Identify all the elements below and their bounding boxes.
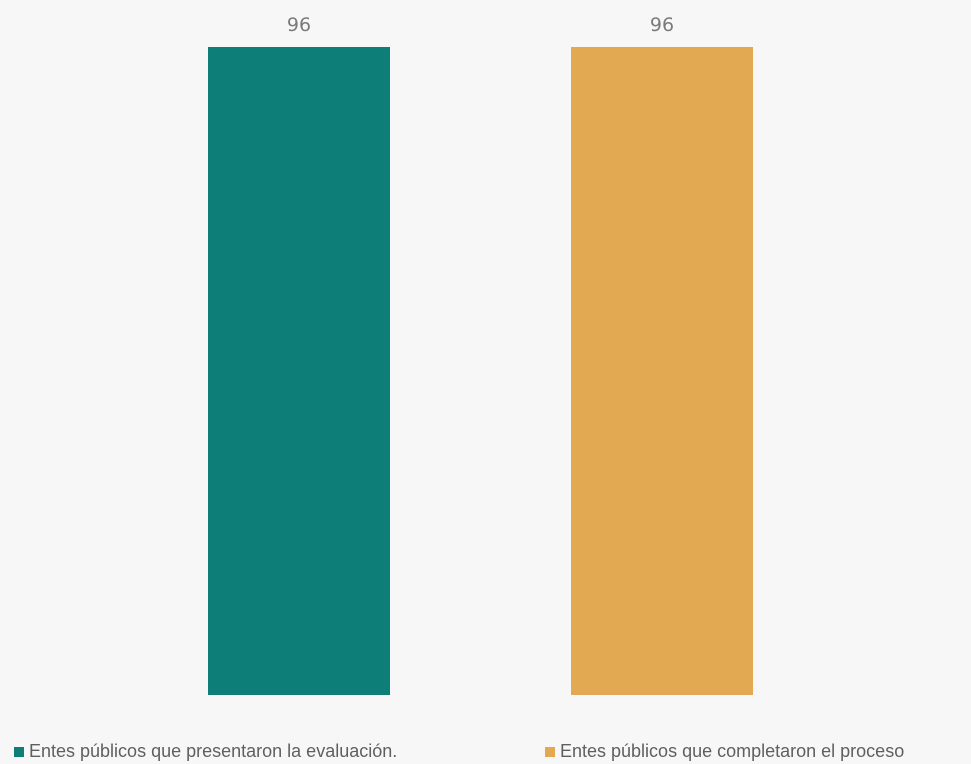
data-label-2: 96 [650, 14, 674, 36]
legend-label-1: Entes públicos que presentaron la evalua… [29, 741, 398, 761]
bar-2 [571, 47, 753, 695]
legend: Entes públicos que presentaron la evalua… [0, 741, 971, 764]
legend-item-2: Entes públicos que completaron el proces… [545, 741, 904, 762]
legend-swatch-1 [14, 746, 24, 757]
legend-label-2: Entes públicos que completaron el proces… [560, 741, 905, 761]
data-label-1: 96 [287, 14, 311, 36]
legend-swatch-2 [545, 746, 555, 757]
legend-item-1: Entes públicos que presentaron la evalua… [14, 741, 397, 762]
bar-1 [208, 47, 390, 695]
